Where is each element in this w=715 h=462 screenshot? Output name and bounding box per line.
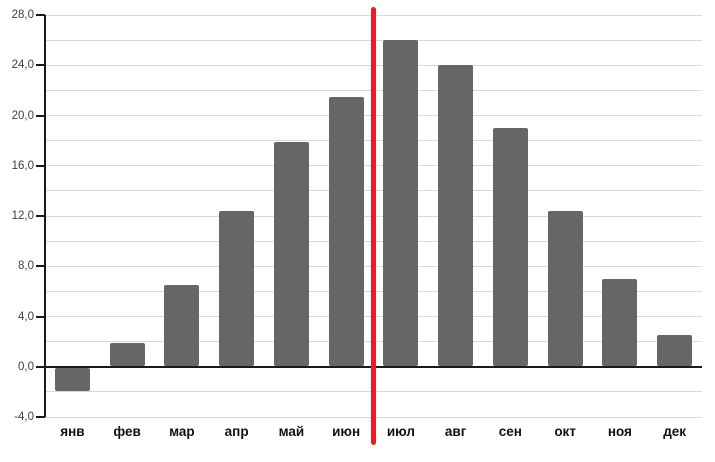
y-axis-tick — [36, 14, 45, 16]
x-axis-label-ноя: ноя — [607, 424, 632, 439]
y-axis-tick-label: 16,0 — [11, 159, 34, 172]
y-axis-tick — [36, 114, 45, 117]
y-axis-line — [44, 15, 46, 417]
y-axis-tick — [36, 365, 45, 368]
x-axis-label-янв: янв — [60, 424, 85, 439]
y-axis-tick-label: 4,0 — [18, 310, 34, 323]
bar-ноя — [602, 278, 638, 366]
bar-апр — [219, 210, 255, 366]
y-axis-tick-label: 24,0 — [11, 59, 34, 72]
bar-окт — [547, 210, 583, 366]
y-axis-tick-label: 20,0 — [11, 109, 34, 122]
x-axis-label-мар: мар — [169, 424, 195, 439]
x-axis-label-июл: июл — [386, 424, 415, 439]
bar-янв — [54, 367, 90, 391]
y-axis-tick — [36, 64, 45, 67]
bar-мар — [164, 285, 200, 366]
y-axis-tick — [36, 265, 45, 268]
y-axis-tick-label: 8,0 — [18, 260, 34, 273]
bar-дек — [657, 335, 693, 366]
x-axis-label-май: май — [278, 424, 305, 439]
bar-май — [273, 141, 309, 366]
x-axis-label-сен: сен — [498, 424, 522, 439]
red-divider-line — [371, 7, 376, 445]
bar-фев — [109, 342, 145, 366]
bar-июл — [383, 40, 419, 366]
y-axis-tick-label: 28,0 — [11, 9, 34, 21]
x-axis-label-июн: июн — [332, 424, 361, 439]
x-axis-label-окт: окт — [554, 424, 576, 439]
bar-июн — [328, 96, 364, 366]
y-axis-tick — [36, 215, 45, 217]
y-axis-tick — [36, 416, 45, 418]
y-axis-tick-label: 0,0 — [18, 360, 34, 373]
x-axis-label-фев: фев — [113, 424, 141, 439]
y-axis-tick — [36, 315, 45, 318]
y-axis-tick — [36, 164, 45, 167]
y-axis-tick-label: -4,0 — [14, 411, 34, 423]
bar-сен — [492, 128, 528, 366]
bar-авг — [438, 65, 474, 366]
x-axis-label-апр: апр — [224, 424, 249, 439]
y-axis-tick-label: 12,0 — [11, 210, 34, 222]
x-axis-label-дек: дек — [663, 424, 687, 439]
x-axis-label-авг: авг — [444, 424, 467, 439]
